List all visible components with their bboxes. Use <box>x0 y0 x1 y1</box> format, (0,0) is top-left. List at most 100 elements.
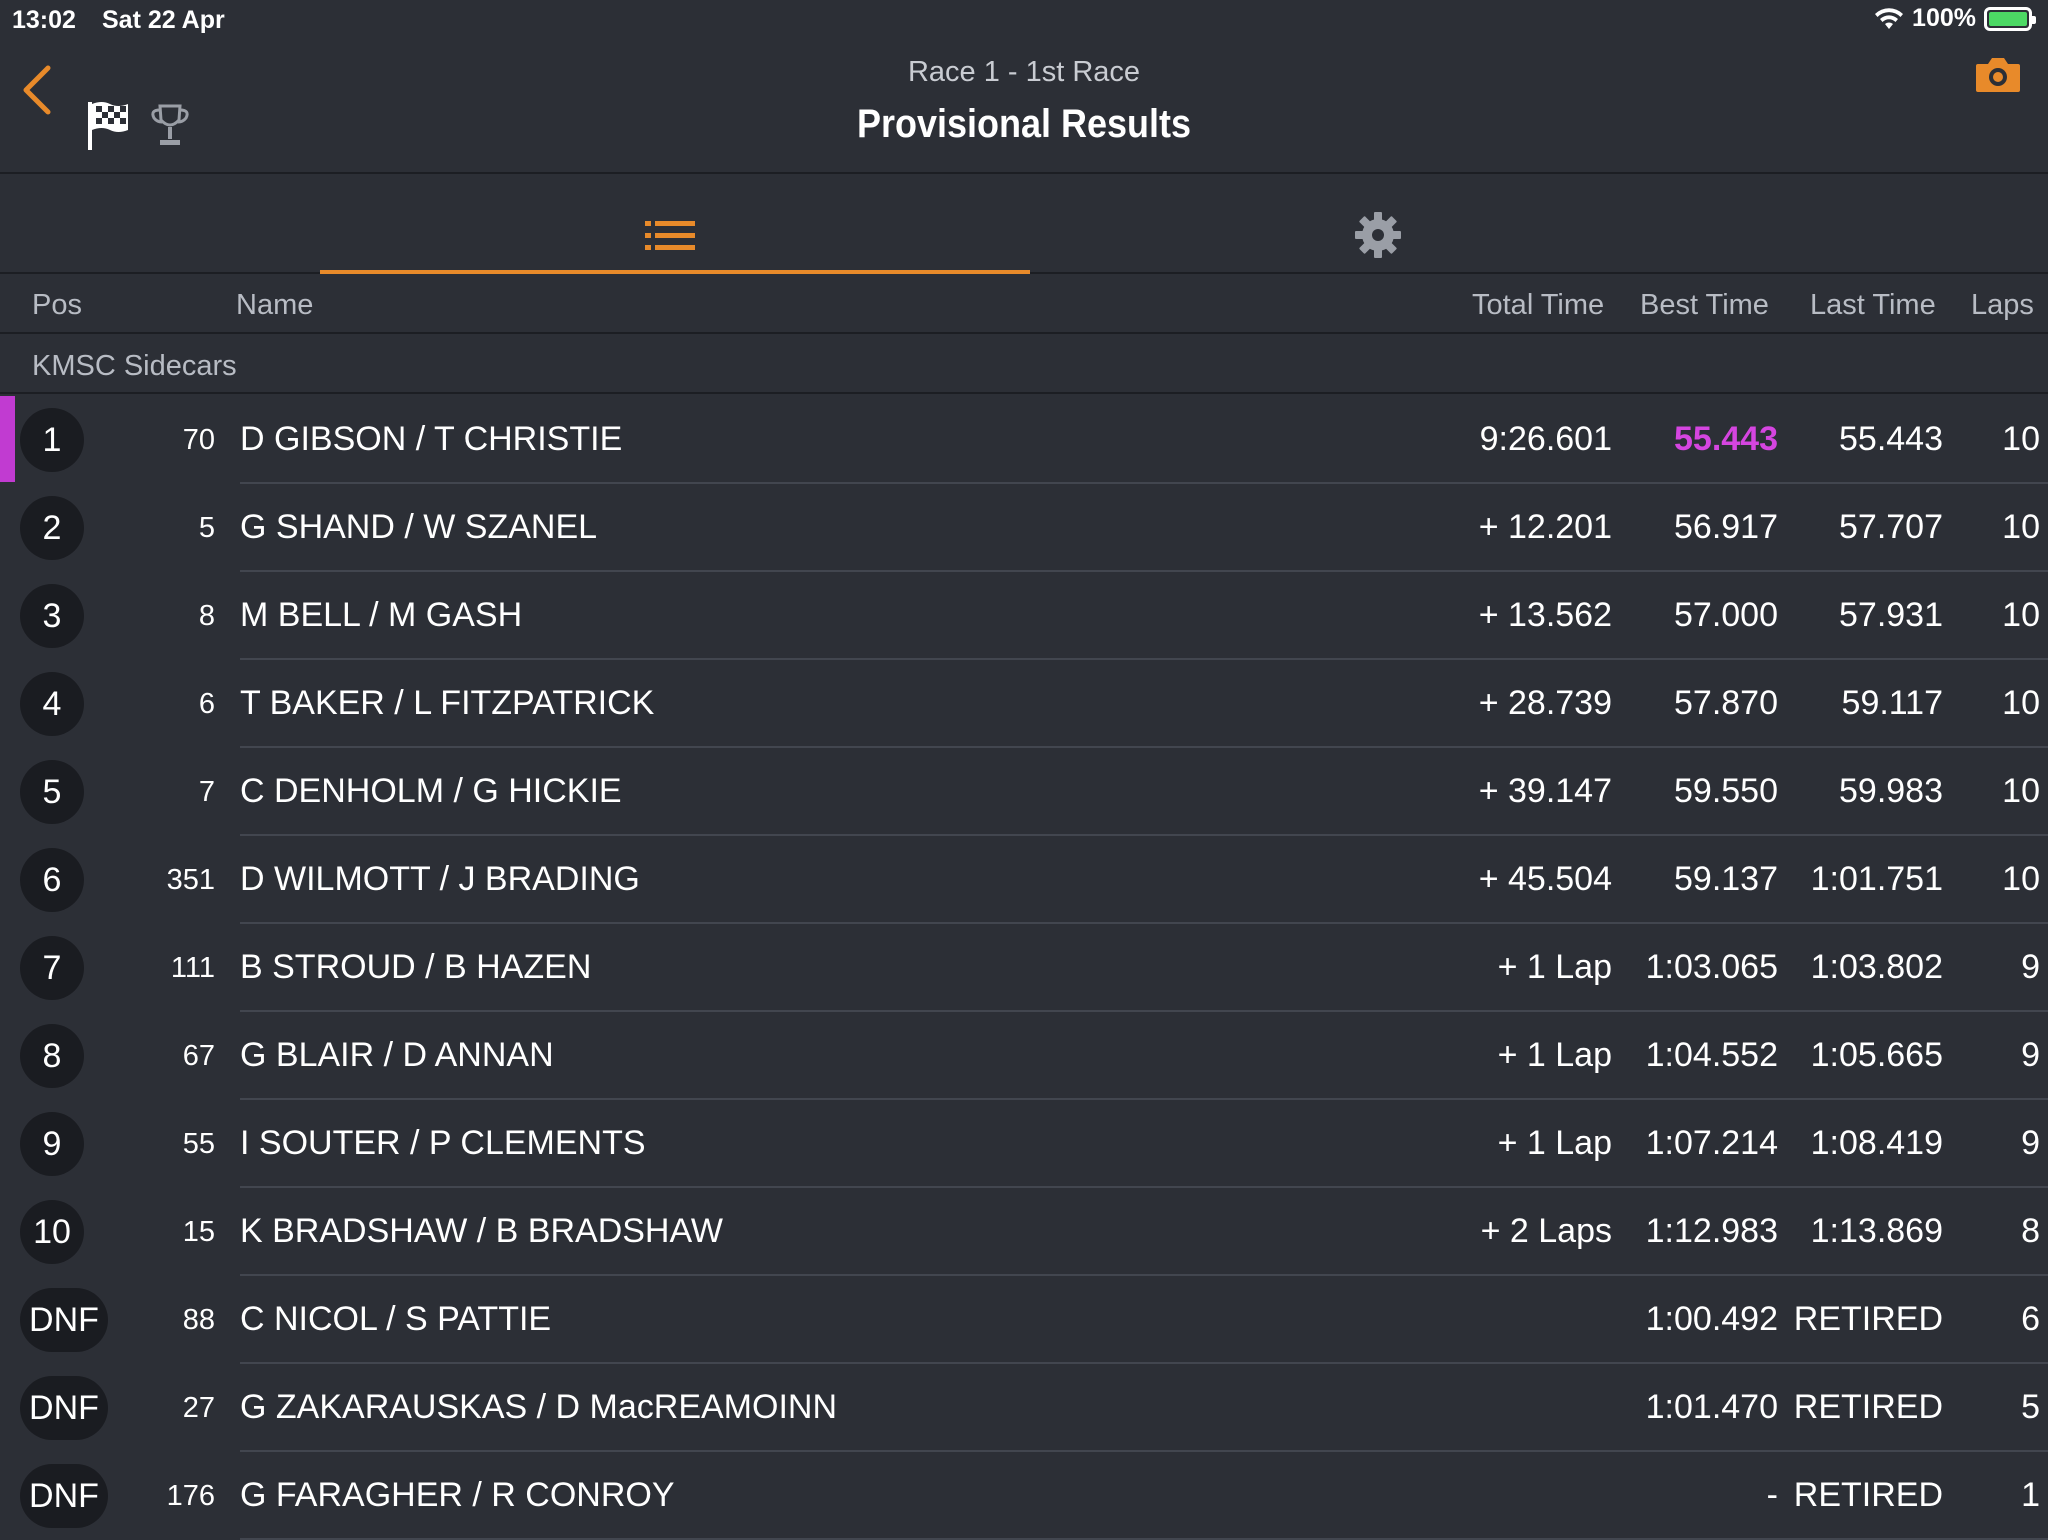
result-row[interactable]: 9 55 I SOUTER / P CLEMENTS + 1 Lap 1:07.… <box>0 1100 2048 1188</box>
checkered-flag-icon[interactable] <box>86 100 130 152</box>
trophy-icon[interactable] <box>148 102 192 150</box>
position-badge: 2 <box>20 496 84 560</box>
class-name: KMSC Sidecars <box>32 350 237 382</box>
col-pos[interactable]: Pos <box>32 289 82 321</box>
rider-names: D WILMOTT / J BRADING <box>240 860 640 898</box>
laps: 10 <box>2002 860 2040 898</box>
tab-results-list[interactable] <box>320 176 1030 274</box>
battery-percent: 100% <box>1912 4 1976 32</box>
race-number: 55 <box>182 1128 215 1160</box>
navigation-bar: Race 1 - 1st Race Provisional Results <box>0 40 2048 174</box>
laps: 5 <box>2021 1388 2040 1426</box>
best-time: 1:04.552 <box>1645 1036 1778 1074</box>
position-badge: DNF <box>20 1464 108 1528</box>
best-time: 59.137 <box>1674 860 1778 898</box>
list-icon <box>645 221 695 250</box>
total-time: + 1 Lap <box>1497 1124 1612 1162</box>
result-row[interactable]: DNF 176 G FARAGHER / R CONROY - RETIRED … <box>0 1452 2048 1540</box>
position-badge: DNF <box>20 1288 108 1352</box>
rider-names: I SOUTER / P CLEMENTS <box>240 1124 646 1162</box>
rider-names: G FARAGHER / R CONROY <box>240 1476 675 1514</box>
last-time: 1:01.751 <box>1810 860 1943 898</box>
back-chevron-icon[interactable] <box>18 60 58 120</box>
rider-names: K BRADSHAW / B BRADSHAW <box>240 1212 723 1250</box>
best-time: 57.000 <box>1674 596 1778 634</box>
race-number: 27 <box>182 1392 215 1424</box>
rider-names: C DENHOLM / G HICKIE <box>240 772 622 810</box>
total-time: + 13.562 <box>1478 596 1612 634</box>
laps: 10 <box>2002 684 2040 722</box>
col-best-time[interactable]: Best Time <box>1640 289 1769 321</box>
rider-names: M BELL / M GASH <box>240 596 523 634</box>
column-headers: Pos Name Total Time Best Time Last Time … <box>0 276 2048 334</box>
result-row[interactable]: 3 8 M BELL / M GASH + 13.562 57.000 57.9… <box>0 572 2048 660</box>
position-badge: 1 <box>20 408 84 472</box>
laps: 9 <box>2021 1036 2040 1074</box>
rider-names: T BAKER / L FITZPATRICK <box>240 684 655 722</box>
result-row[interactable]: 10 15 K BRADSHAW / B BRADSHAW + 2 Laps 1… <box>0 1188 2048 1276</box>
best-time: 56.917 <box>1674 508 1778 546</box>
col-last-time[interactable]: Last Time <box>1810 289 1936 321</box>
race-number: 176 <box>166 1480 215 1512</box>
result-row[interactable]: 6 351 D WILMOTT / J BRADING + 45.504 59.… <box>0 836 2048 924</box>
race-number: 7 <box>198 776 215 808</box>
laps: 9 <box>2021 1124 2040 1162</box>
race-number: 111 <box>170 952 215 984</box>
status-bar: 13:02 Sat 22 Apr 100% <box>0 0 2048 40</box>
laps: 10 <box>2002 596 2040 634</box>
col-name[interactable]: Name <box>236 289 314 321</box>
view-tab-bar <box>0 176 2048 274</box>
total-time: + 39.147 <box>1478 772 1612 810</box>
position-badge: 5 <box>20 760 84 824</box>
laps: 1 <box>2021 1476 2040 1514</box>
position-badge: 3 <box>20 584 84 648</box>
result-row[interactable]: DNF 27 G ZAKARAUSKAS / D MacREAMOINN 1:0… <box>0 1364 2048 1452</box>
best-time: 55.443 <box>1674 420 1778 458</box>
result-row[interactable]: 5 7 C DENHOLM / G HICKIE + 39.147 59.550… <box>0 748 2048 836</box>
total-time: 9:26.601 <box>1479 420 1612 458</box>
result-row[interactable]: 1 70 D GIBSON / T CHRISTIE 9:26.601 55.4… <box>0 396 2048 484</box>
best-time: 1:03.065 <box>1645 948 1778 986</box>
result-row[interactable]: 2 5 G SHAND / W SZANEL + 12.201 56.917 5… <box>0 484 2048 572</box>
best-time: 1:07.214 <box>1645 1124 1778 1162</box>
result-row[interactable]: 7 111 B STROUD / B HAZEN + 1 Lap 1:03.06… <box>0 924 2048 1012</box>
rider-names: G BLAIR / D ANNAN <box>240 1036 554 1074</box>
laps: 10 <box>2002 772 2040 810</box>
result-row[interactable]: 8 67 G BLAIR / D ANNAN + 1 Lap 1:04.552 … <box>0 1012 2048 1100</box>
position-badge: 4 <box>20 672 84 736</box>
best-time: 1:01.470 <box>1645 1388 1778 1426</box>
result-row[interactable]: 4 6 T BAKER / L FITZPATRICK + 28.739 57.… <box>0 660 2048 748</box>
race-number: 5 <box>198 512 215 544</box>
race-number: 351 <box>166 864 215 896</box>
rider-names: B STROUD / B HAZEN <box>240 948 592 986</box>
last-time: 1:03.802 <box>1810 948 1943 986</box>
rider-names: G ZAKARAUSKAS / D MacREAMOINN <box>240 1388 837 1426</box>
rider-names: D GIBSON / T CHRISTIE <box>240 420 623 458</box>
laps: 6 <box>2021 1300 2040 1338</box>
position-badge: 10 <box>20 1200 84 1264</box>
battery-icon <box>1984 6 2036 31</box>
last-time: 59.117 <box>1841 684 1943 722</box>
laps: 10 <box>2002 420 2040 458</box>
last-time: RETIRED <box>1793 1476 1943 1514</box>
best-time: - <box>1766 1476 1778 1514</box>
status-date: Sat 22 Apr <box>102 6 225 34</box>
last-time: 57.931 <box>1839 596 1943 634</box>
race-subtitle: Race 1 - 1st Race <box>907 56 1141 88</box>
tab-settings[interactable] <box>1030 176 1740 274</box>
rider-names: C NICOL / S PATTIE <box>240 1300 552 1338</box>
result-row[interactable]: DNF 88 C NICOL / S PATTIE 1:00.492 RETIR… <box>0 1276 2048 1364</box>
race-number: 15 <box>182 1216 215 1248</box>
fastest-lap-marker <box>0 396 15 482</box>
col-laps[interactable]: Laps <box>1971 289 2034 321</box>
wifi-icon <box>1875 7 1904 29</box>
camera-icon[interactable] <box>1974 54 2022 94</box>
total-time: + 45.504 <box>1478 860 1612 898</box>
last-time: RETIRED <box>1793 1300 1943 1338</box>
position-badge: 6 <box>20 848 84 912</box>
race-number: 70 <box>182 424 215 456</box>
position-badge: 7 <box>20 936 84 1000</box>
position-badge: 8 <box>20 1024 84 1088</box>
col-total-time[interactable]: Total Time <box>1472 289 1605 321</box>
last-time: RETIRED <box>1793 1388 1943 1426</box>
